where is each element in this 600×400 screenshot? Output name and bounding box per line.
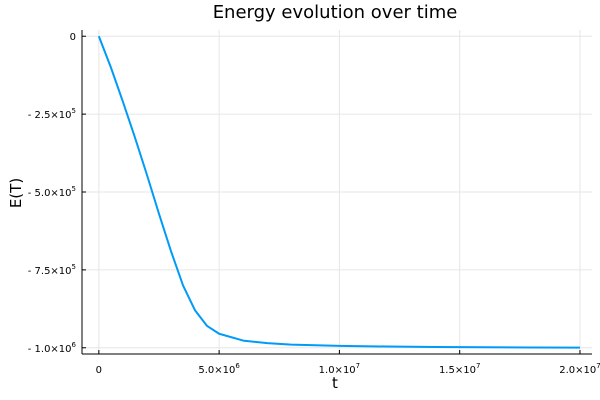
x-tick-label-0: 0 bbox=[96, 365, 102, 376]
x-tick-label-3: 1.5×107 bbox=[439, 362, 480, 376]
series-line-0 bbox=[97, 35, 580, 349]
x-axis-label: t bbox=[332, 374, 338, 392]
grid-lines bbox=[82, 30, 592, 354]
y-tick-label-4: - 1.0×106 bbox=[28, 341, 77, 355]
y-axis-label: E(T) bbox=[7, 178, 25, 208]
y-tick-label-1: - 2.5×105 bbox=[28, 107, 76, 121]
x-tick-label-1: 5.0×106 bbox=[198, 362, 240, 376]
axes bbox=[81, 30, 592, 355]
tick-labels: 0 5.0×106 1.0×107 1.5×107 2.0×107 0 - 2.5×105 -… bbox=[28, 32, 600, 376]
x-tick-label-4: 2.0×107 bbox=[559, 362, 600, 376]
y-tick-label-3: - 7.5×105 bbox=[28, 263, 76, 277]
y-tick-label-0: 0 bbox=[70, 32, 76, 43]
chart-title: Energy evolution over time bbox=[213, 2, 458, 23]
series-layer bbox=[97, 35, 580, 349]
y-tick-label-2: - 5.0×105 bbox=[28, 185, 76, 199]
x-tick-label-2: 1.0×107 bbox=[319, 362, 360, 376]
